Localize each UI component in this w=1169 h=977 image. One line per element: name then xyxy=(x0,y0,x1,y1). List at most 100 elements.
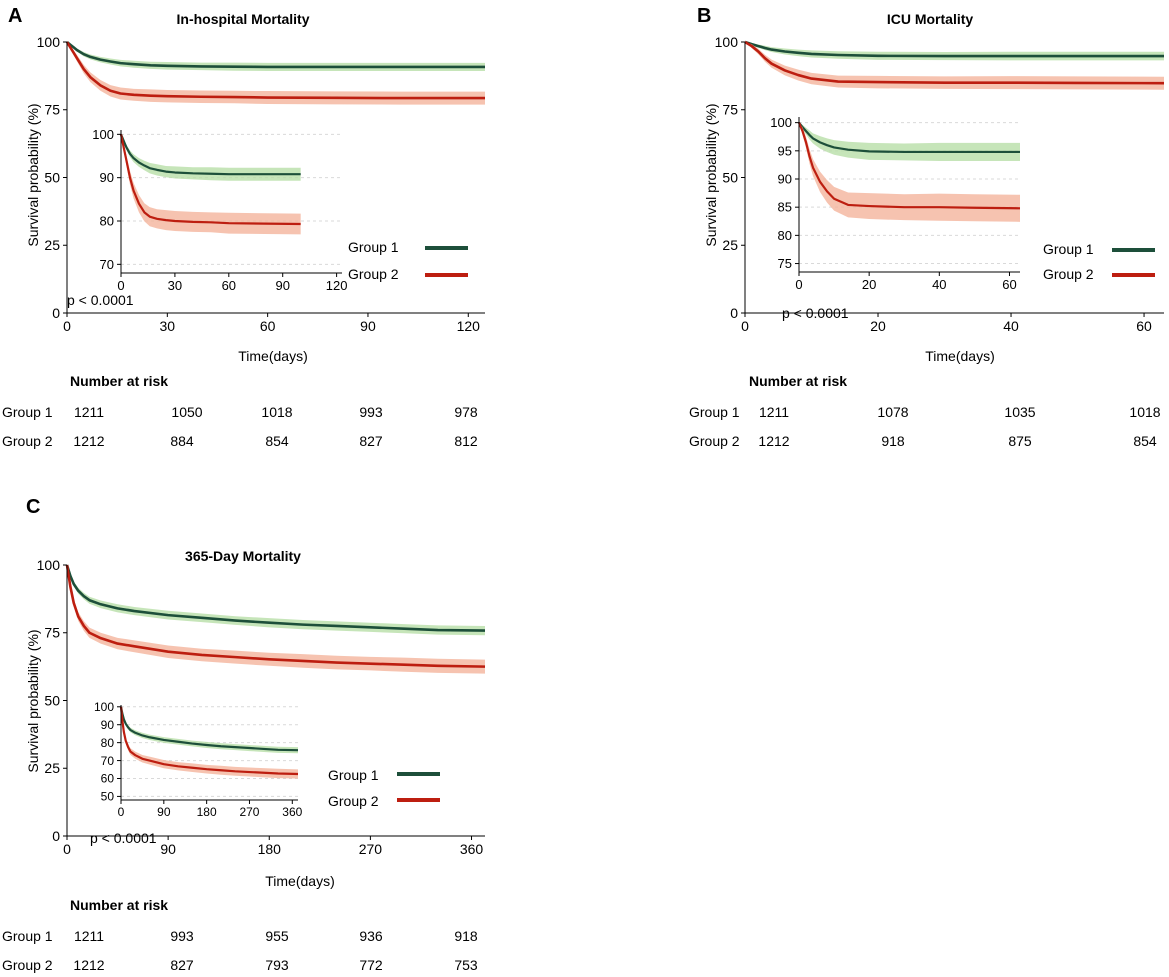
y-tick-label: 25 xyxy=(44,760,60,776)
risk-row-label: Group 2 xyxy=(2,957,53,973)
survival-curve-group-2 xyxy=(797,122,1021,210)
risk-table-title: Number at risk xyxy=(70,897,168,913)
x-tick-label: 0 xyxy=(117,278,124,293)
survival-curve-group-2 xyxy=(65,41,485,100)
p-value: p < 0.0001 xyxy=(782,305,849,321)
y-tick-label: 100 xyxy=(94,700,114,714)
risk-cell: 918 xyxy=(454,928,478,944)
inset-plot: 75 80 85 90 95 100 0 20 40 60 xyxy=(770,115,1021,292)
y-tick-label: 60 xyxy=(101,772,115,786)
legend: Group 1 Group 2 xyxy=(348,239,468,282)
legend-label-group-1: Group 1 xyxy=(328,767,379,783)
x-tick-label: 20 xyxy=(870,318,886,334)
inset-plot: 50 60 70 80 90 100 0 90 180 270 360 xyxy=(94,700,303,819)
y-tick-label: 50 xyxy=(722,169,738,185)
y-tick-label: 80 xyxy=(778,228,792,243)
ci-band-group-2 xyxy=(121,134,301,235)
ci-band-group-2 xyxy=(67,565,485,674)
x-tick-label: 0 xyxy=(741,318,749,334)
risk-cell: 854 xyxy=(1133,433,1157,449)
risk-row-label: Group 1 xyxy=(2,928,53,944)
y-tick-label: 90 xyxy=(778,172,792,187)
y-axis-label: Survival probability (%) xyxy=(25,629,41,772)
risk-table-title: Number at risk xyxy=(70,373,168,389)
y-tick-label: 75 xyxy=(44,625,60,641)
x-tick-label: 60 xyxy=(222,278,236,293)
risk-cell: 772 xyxy=(359,957,383,973)
x-tick-label: 0 xyxy=(63,841,71,857)
x-tick-label: 120 xyxy=(457,318,481,334)
main-plot: 0 25 50 75 100 0 20 40 60 xyxy=(715,34,1165,334)
risk-row-label: Group 2 xyxy=(689,433,740,449)
x-tick-label: 120 xyxy=(326,278,348,293)
panel-a: A In-hospital Mortality Survival probabi… xyxy=(2,5,485,449)
risk-cell: 978 xyxy=(454,404,478,420)
y-tick-label: 50 xyxy=(44,692,60,708)
legend-label-group-1: Group 1 xyxy=(348,239,399,255)
risk-cell: 1212 xyxy=(73,433,104,449)
y-tick-label: 100 xyxy=(770,115,792,130)
x-tick-label: 270 xyxy=(359,841,383,857)
survival-curve-group-2 xyxy=(65,564,486,668)
y-tick-label: 85 xyxy=(778,200,792,215)
risk-cell: 884 xyxy=(170,433,194,449)
legend-label-group-2: Group 2 xyxy=(348,266,399,282)
risk-cell: 827 xyxy=(170,957,194,973)
risk-cell: 1050 xyxy=(171,404,202,420)
risk-table: Number at risk Group 1 Group 2 1211 993 … xyxy=(2,897,478,973)
p-value: p < 0.0001 xyxy=(90,830,157,846)
ci-band-group-2 xyxy=(121,706,298,779)
y-axis-label: Survival probability (%) xyxy=(703,103,719,246)
x-tick-label: 40 xyxy=(1003,318,1019,334)
risk-cell: 812 xyxy=(454,433,478,449)
panel-label: C xyxy=(26,496,40,518)
x-tick-label: 90 xyxy=(360,318,376,334)
y-tick-label: 95 xyxy=(778,143,792,158)
risk-cell: 955 xyxy=(265,928,289,944)
y-tick-label: 90 xyxy=(100,170,114,185)
risk-cell: 854 xyxy=(265,433,289,449)
x-axis-label: Time(days) xyxy=(238,348,308,364)
x-tick-label: 40 xyxy=(932,277,946,292)
y-tick-label: 70 xyxy=(100,257,114,272)
survival-curve-group-1 xyxy=(65,564,486,632)
x-tick-label: 360 xyxy=(282,805,302,819)
y-tick-label: 75 xyxy=(722,102,738,118)
x-tick-label: 90 xyxy=(157,805,171,819)
x-tick-label: 20 xyxy=(862,277,876,292)
main-plot: 0 25 50 75 100 0 30 60 90 120 xyxy=(37,34,485,334)
risk-cell: 1018 xyxy=(1129,404,1160,420)
risk-table: Number at risk Group 1 Group 2 1211 1050… xyxy=(2,373,478,449)
survival-curve-group-2 xyxy=(744,40,1165,85)
y-tick-label: 75 xyxy=(44,102,60,118)
y-tick-label: 100 xyxy=(92,127,114,142)
risk-cell: 1211 xyxy=(74,404,104,420)
risk-row-label: Group 1 xyxy=(689,404,740,420)
legend-label-group-1: Group 1 xyxy=(1043,241,1094,257)
y-tick-label: 80 xyxy=(100,214,114,229)
risk-cell: 1212 xyxy=(73,957,104,973)
main-plot: 0 25 50 75 100 0 90 180 270 360 xyxy=(37,557,486,857)
chart-title: ICU Mortality xyxy=(887,11,974,27)
risk-cell: 936 xyxy=(359,928,383,944)
risk-cell: 1212 xyxy=(758,433,789,449)
y-tick-label: 100 xyxy=(37,34,61,50)
inset-plot: 70 80 90 100 0 30 60 90 120 xyxy=(92,127,347,293)
chart-title: 365-Day Mortality xyxy=(185,548,301,564)
legend-label-group-2: Group 2 xyxy=(1043,266,1094,282)
risk-cell: 1211 xyxy=(74,928,104,944)
y-tick-label: 25 xyxy=(44,237,60,253)
risk-cell: 1018 xyxy=(261,404,292,420)
x-tick-label: 0 xyxy=(63,318,71,334)
legend: Group 1 Group 2 xyxy=(1043,241,1155,282)
p-value: p < 0.0001 xyxy=(67,292,134,308)
legend: Group 1 Group 2 xyxy=(328,767,440,809)
x-tick-label: 270 xyxy=(239,805,259,819)
y-tick-label: 75 xyxy=(778,256,792,271)
y-axis-label: Survival probability (%) xyxy=(25,103,41,246)
chart-title: In-hospital Mortality xyxy=(177,11,310,27)
x-tick-label: 90 xyxy=(275,278,289,293)
risk-cell: 875 xyxy=(1008,433,1032,449)
x-tick-label: 360 xyxy=(460,841,484,857)
panel-b: B ICU Mortality Survival probability (%)… xyxy=(689,5,1165,449)
